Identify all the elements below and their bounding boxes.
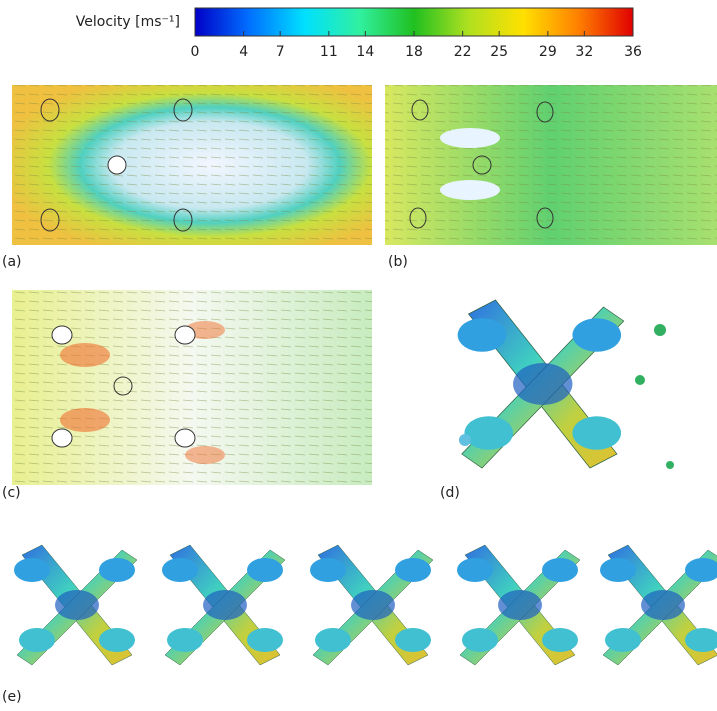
wake bbox=[440, 180, 500, 200]
tick-label: 4 bbox=[239, 44, 248, 60]
panel-label: (b) bbox=[388, 254, 408, 270]
panel-label: (c) bbox=[2, 485, 21, 501]
tick-label: 25 bbox=[490, 44, 508, 60]
tick-label: 7 bbox=[276, 44, 285, 60]
vortex bbox=[60, 343, 110, 367]
vortex bbox=[185, 446, 225, 464]
rotor bbox=[175, 326, 195, 344]
panel-a bbox=[12, 85, 372, 245]
tick-label: 18 bbox=[405, 44, 423, 60]
hub bbox=[108, 156, 126, 174]
figure: Velocity [ms⁻¹] 0471114182225293236 (a) … bbox=[0, 0, 717, 711]
vortex bbox=[60, 408, 110, 432]
panel-e bbox=[14, 545, 717, 665]
vortex-isosurface bbox=[310, 545, 433, 665]
tick-label: 22 bbox=[454, 44, 472, 60]
fragment bbox=[666, 461, 674, 469]
wake bbox=[440, 128, 500, 148]
rotor bbox=[175, 429, 195, 447]
panel-b bbox=[385, 85, 717, 245]
tick-label: 11 bbox=[320, 44, 338, 60]
fragment bbox=[654, 324, 666, 336]
vortex-isosurface bbox=[14, 545, 137, 665]
rotor bbox=[52, 326, 72, 344]
panel-label: (d) bbox=[440, 485, 460, 501]
tick-label: 0 bbox=[191, 44, 200, 60]
rotor bbox=[52, 429, 72, 447]
tick-label: 14 bbox=[356, 44, 374, 60]
vortex-isosurface bbox=[600, 545, 717, 665]
tick-label: 36 bbox=[624, 44, 642, 60]
fragment bbox=[635, 375, 645, 385]
panel-c bbox=[12, 290, 372, 485]
panel-label: (e) bbox=[2, 689, 22, 705]
fragment bbox=[459, 434, 471, 446]
tick-label: 29 bbox=[539, 44, 557, 60]
panel-label: (a) bbox=[2, 254, 22, 270]
colorbar-title: Velocity [ms⁻¹] bbox=[76, 14, 180, 30]
vortex-isosurface bbox=[162, 545, 285, 665]
vector-arrows bbox=[385, 85, 717, 245]
vortex-isosurface bbox=[458, 300, 624, 468]
tick-label: 32 bbox=[575, 44, 593, 60]
panel-d bbox=[458, 300, 674, 469]
vortex-isosurface bbox=[457, 545, 580, 665]
